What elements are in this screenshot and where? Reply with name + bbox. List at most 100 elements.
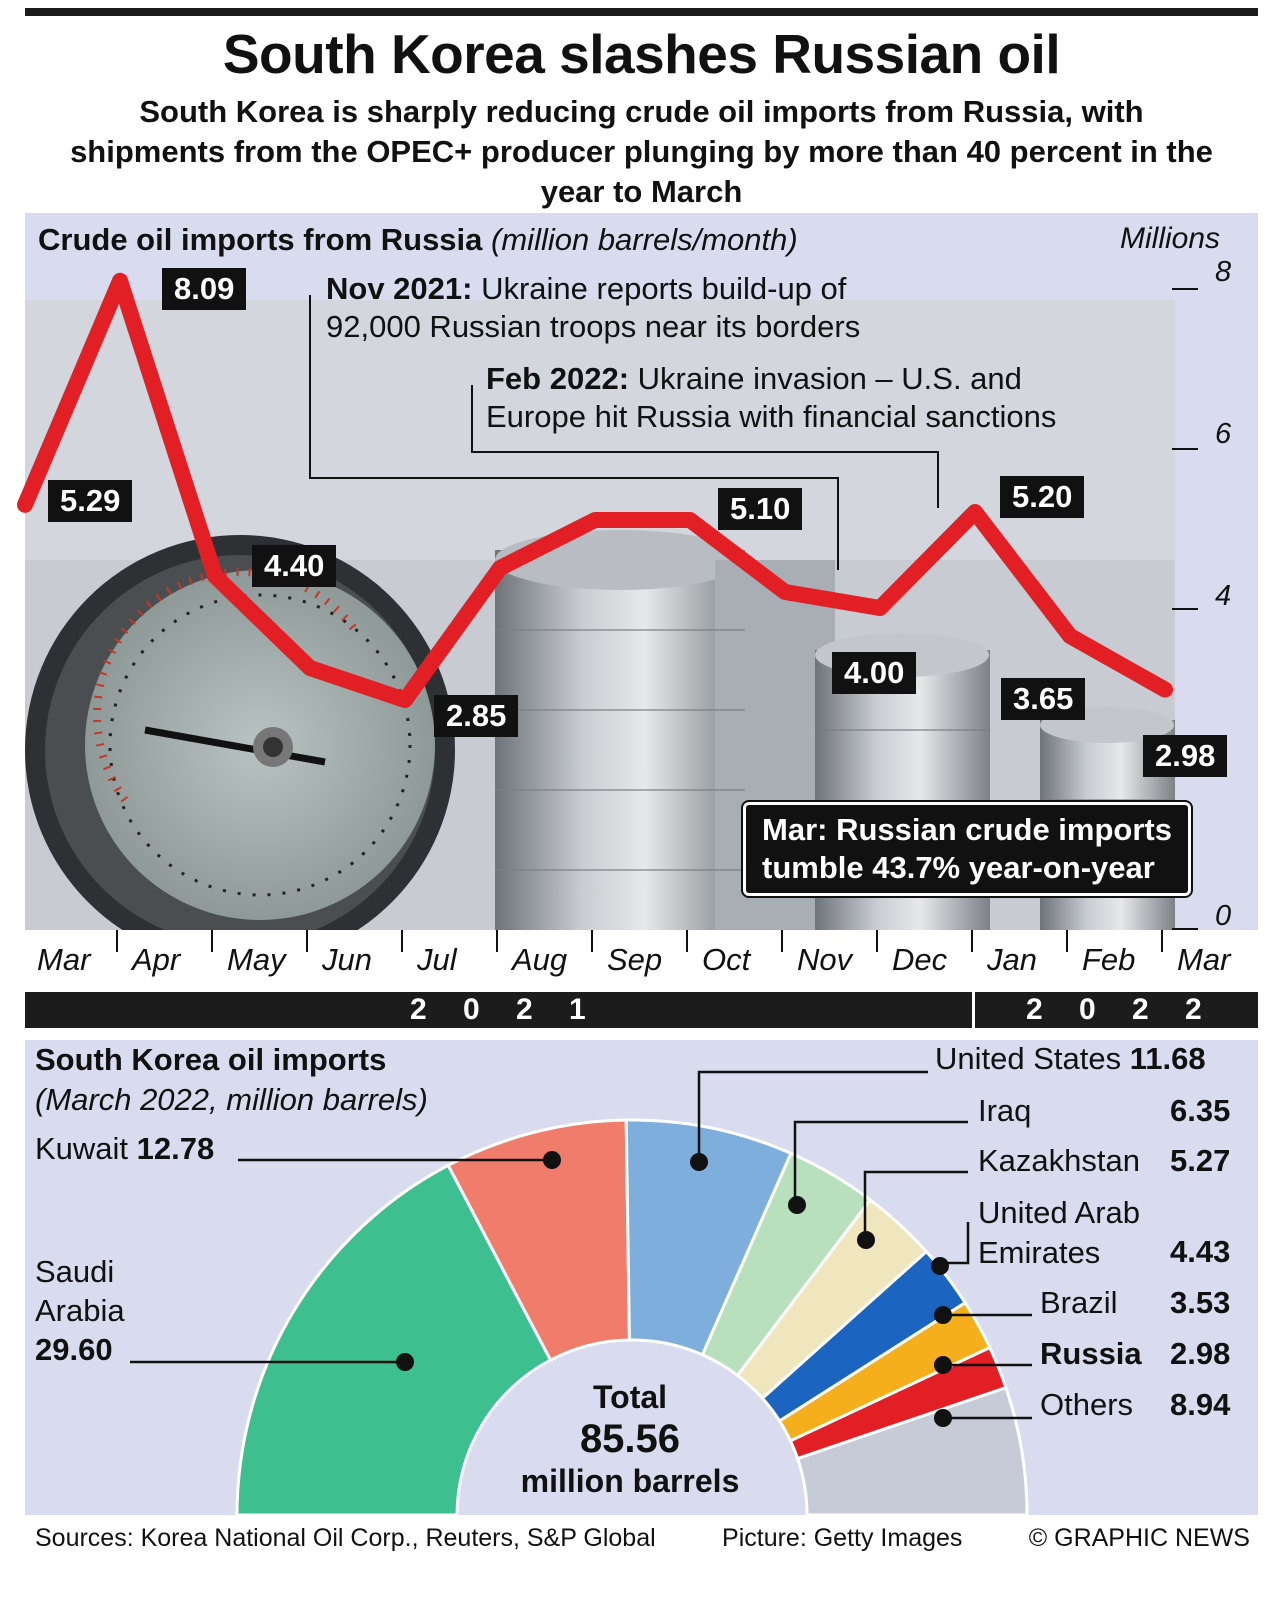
month-label-9: Dec [892, 942, 948, 977]
dot-kuwait [543, 1151, 561, 1169]
line-point-2 [213, 574, 217, 578]
line-point-10 [973, 510, 977, 514]
label-iraq: Iraq [978, 1093, 1032, 1128]
footer-copyright: © GRAPHIC NEWS [1028, 1524, 1250, 1552]
leader-uae [942, 1222, 970, 1265]
y-tickmark-0 [1172, 928, 1198, 930]
data-label-mar-2021: 5.29 [48, 480, 133, 522]
line-point-11 [1068, 634, 1072, 638]
nov-2021-annotation: Nov 2021: Ukraine reports build-up of 92,… [326, 271, 861, 344]
dot-others [934, 1409, 952, 1427]
top-rule [25, 8, 1258, 16]
month-label-2: May [227, 942, 286, 977]
data-label-dec: 4.00 [832, 652, 917, 694]
label-united-states: United States 11.68 [935, 1041, 1206, 1076]
year-divider [972, 992, 975, 1028]
dot-united-states [690, 1153, 708, 1171]
footer: Sources: Korea National Oil Corp., Reute… [35, 1524, 1250, 1553]
line-point-1 [118, 278, 122, 283]
year-label-2021: 2 0 2 1 [410, 993, 600, 1026]
data-label-feb: 3.65 [1001, 678, 1086, 720]
month-label-0: Mar [37, 942, 91, 977]
line-point-0 [23, 502, 27, 507]
y-tickmark-4 [1172, 608, 1198, 610]
month-label-12: Mar [1177, 942, 1231, 977]
dot-russia [934, 1356, 952, 1374]
line-point-12 [1163, 687, 1167, 692]
month-tick-11 [1066, 930, 1068, 952]
y-tickmark-6 [1172, 448, 1198, 450]
feb-2022-annotation: Feb 2022: Ukraine invasion – U.S. and Eur… [486, 361, 1057, 434]
y-tick-6: 6 [1215, 418, 1232, 450]
value-others: 8.94 [1170, 1387, 1231, 1422]
line-point-9 [878, 606, 882, 610]
year-label-2022: 2 0 2 2 [1026, 993, 1216, 1026]
y-axis-unit: Millions [1120, 222, 1221, 255]
month-label-5: Aug [512, 942, 568, 977]
label-brazil: Brazil [1040, 1285, 1118, 1320]
month-tick-3 [306, 930, 308, 952]
month-label-8: Nov [797, 942, 853, 977]
footer-sources: Sources: Korea National Oil Corp., Reute… [35, 1524, 656, 1552]
value-uae: 4.43 [1170, 1234, 1231, 1269]
dot-brazil [934, 1306, 952, 1324]
total-unit: million barrels [520, 1463, 740, 1499]
footer-picture-credit: Picture: Getty Images [722, 1524, 963, 1552]
data-label-mar-2022: 2.98 [1143, 735, 1228, 777]
line-point-6 [593, 518, 597, 522]
y-tick-8: 8 [1215, 256, 1232, 288]
data-label-jan: 5.20 [1000, 476, 1085, 518]
donut-total: Total 85.56 million barrels [470, 1378, 790, 1500]
donut-chart-heading: South Korea oil imports (March 2022, mill… [35, 1042, 428, 1117]
month-label-3: Jun [322, 942, 372, 977]
data-label-apr: 8.09 [162, 268, 247, 310]
line-chart-svg [17, 272, 1173, 708]
year-bar [25, 992, 1258, 1028]
month-label-7: Oct [702, 942, 751, 977]
month-axis [25, 930, 1258, 982]
line-point-5 [498, 566, 502, 570]
leader-united-states [697, 1070, 928, 1160]
month-tick-2 [211, 930, 213, 952]
dot-iraq [788, 1196, 806, 1214]
month-tick-4 [401, 930, 403, 952]
label-kuwait: Kuwait 12.78 [35, 1131, 215, 1166]
label-saudi-arabia: Saudi Arabia 29.60 [35, 1254, 125, 1367]
label-russia: Russia [1040, 1336, 1142, 1371]
data-label-oct: 5.10 [718, 488, 803, 530]
value-brazil: 3.53 [1170, 1285, 1231, 1320]
feb-annotation-leader [471, 385, 939, 508]
leader-kazakhstan [863, 1170, 968, 1240]
value-russia: 2.98 [1170, 1336, 1231, 1371]
page-subtitle: South Korea is sharply reducing crude oi… [70, 94, 1213, 209]
slice-others [795, 1385, 1029, 1517]
value-kazakhstan: 5.27 [1170, 1143, 1231, 1178]
label-uae: United Arab Emirates [978, 1195, 1140, 1270]
line-point-3 [308, 666, 312, 670]
y-tickmark-8 [1172, 288, 1198, 290]
month-tick-5 [496, 930, 498, 952]
month-tick-9 [876, 930, 878, 952]
month-tick-7 [686, 930, 688, 952]
dot-saudi-arabia [396, 1353, 414, 1371]
data-label-jul: 2.85 [434, 695, 519, 737]
dot-kazakhstan [857, 1231, 875, 1249]
leader-iraq [793, 1120, 968, 1205]
line-point-8 [783, 590, 787, 594]
month-tick-12 [1161, 930, 1163, 952]
total-value: 85.56 [579, 1417, 681, 1461]
month-tick-6 [591, 930, 593, 952]
mar-2022-callout: Mar: Russian crude imports tumble 43.7% y… [743, 802, 1191, 896]
month-label-6: Sep [607, 942, 663, 977]
label-others: Others [1040, 1387, 1134, 1422]
slice-saudi-arabia [235, 1163, 553, 1517]
line-point-4 [403, 698, 407, 702]
total-label: Total [592, 1379, 668, 1415]
nov-annotation-leader [309, 295, 839, 570]
y-tick-4: 4 [1215, 580, 1232, 612]
label-kazakhstan: Kazakhstan [978, 1143, 1140, 1178]
page-title: South Korea slashes Russian oil [222, 23, 1061, 85]
month-label-1: Apr [132, 942, 181, 977]
month-tick-10 [971, 930, 973, 952]
